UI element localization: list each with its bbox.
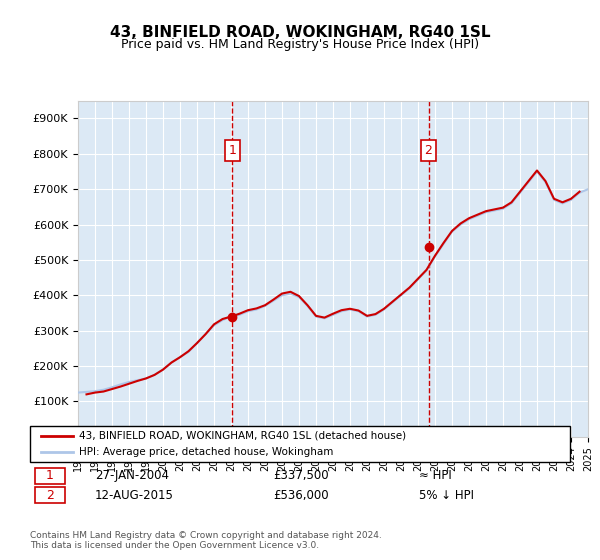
FancyBboxPatch shape [35,468,65,484]
Text: HPI: Average price, detached house, Wokingham: HPI: Average price, detached house, Woki… [79,447,333,457]
Text: 2: 2 [46,489,54,502]
Text: 1: 1 [46,469,54,482]
Text: Contains HM Land Registry data © Crown copyright and database right 2024.
This d: Contains HM Land Registry data © Crown c… [30,530,382,550]
FancyBboxPatch shape [35,487,65,503]
Text: 43, BINFIELD ROAD, WOKINGHAM, RG40 1SL (detached house): 43, BINFIELD ROAD, WOKINGHAM, RG40 1SL (… [79,431,406,441]
Text: 5% ↓ HPI: 5% ↓ HPI [419,489,474,502]
Text: £337,500: £337,500 [273,469,329,482]
Text: 27-JAN-2004: 27-JAN-2004 [95,469,169,482]
Text: £536,000: £536,000 [273,489,329,502]
FancyBboxPatch shape [30,426,570,462]
Text: 12-AUG-2015: 12-AUG-2015 [95,489,173,502]
Text: ≈ HPI: ≈ HPI [419,469,452,482]
Text: 1: 1 [228,144,236,157]
Text: 2: 2 [425,144,433,157]
Text: Price paid vs. HM Land Registry's House Price Index (HPI): Price paid vs. HM Land Registry's House … [121,38,479,51]
Text: 43, BINFIELD ROAD, WOKINGHAM, RG40 1SL: 43, BINFIELD ROAD, WOKINGHAM, RG40 1SL [110,25,490,40]
